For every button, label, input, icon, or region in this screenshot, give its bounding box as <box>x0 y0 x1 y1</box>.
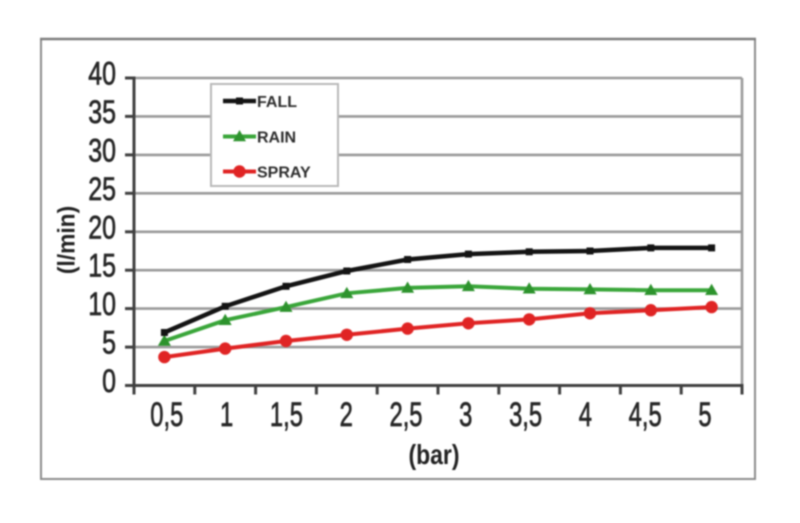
svg-text:40: 40 <box>88 57 116 93</box>
svg-text:(bar): (bar) <box>408 440 459 471</box>
svg-text:SPRAY: SPRAY <box>257 165 311 182</box>
svg-text:5: 5 <box>698 396 711 434</box>
svg-text:3,5: 3,5 <box>509 396 542 434</box>
svg-text:RAIN: RAIN <box>257 130 296 147</box>
svg-text:5: 5 <box>102 326 116 362</box>
svg-text:30: 30 <box>88 134 116 170</box>
svg-text:2: 2 <box>340 396 353 434</box>
svg-text:10: 10 <box>88 287 116 323</box>
svg-text:FALL: FALL <box>257 94 297 111</box>
svg-text:15: 15 <box>88 249 116 285</box>
svg-text:1,5: 1,5 <box>270 396 303 434</box>
svg-text:4,5: 4,5 <box>629 396 662 434</box>
svg-text:25: 25 <box>88 172 116 208</box>
svg-text:4: 4 <box>579 396 592 434</box>
svg-text:0,5: 0,5 <box>150 396 183 434</box>
svg-text:20: 20 <box>88 210 116 246</box>
svg-text:0: 0 <box>102 364 116 400</box>
svg-text:35: 35 <box>88 95 116 131</box>
svg-text:1: 1 <box>220 396 233 434</box>
svg-text:(l/min): (l/min) <box>53 206 80 274</box>
svg-text:3: 3 <box>459 396 472 434</box>
svg-text:2,5: 2,5 <box>389 396 422 434</box>
